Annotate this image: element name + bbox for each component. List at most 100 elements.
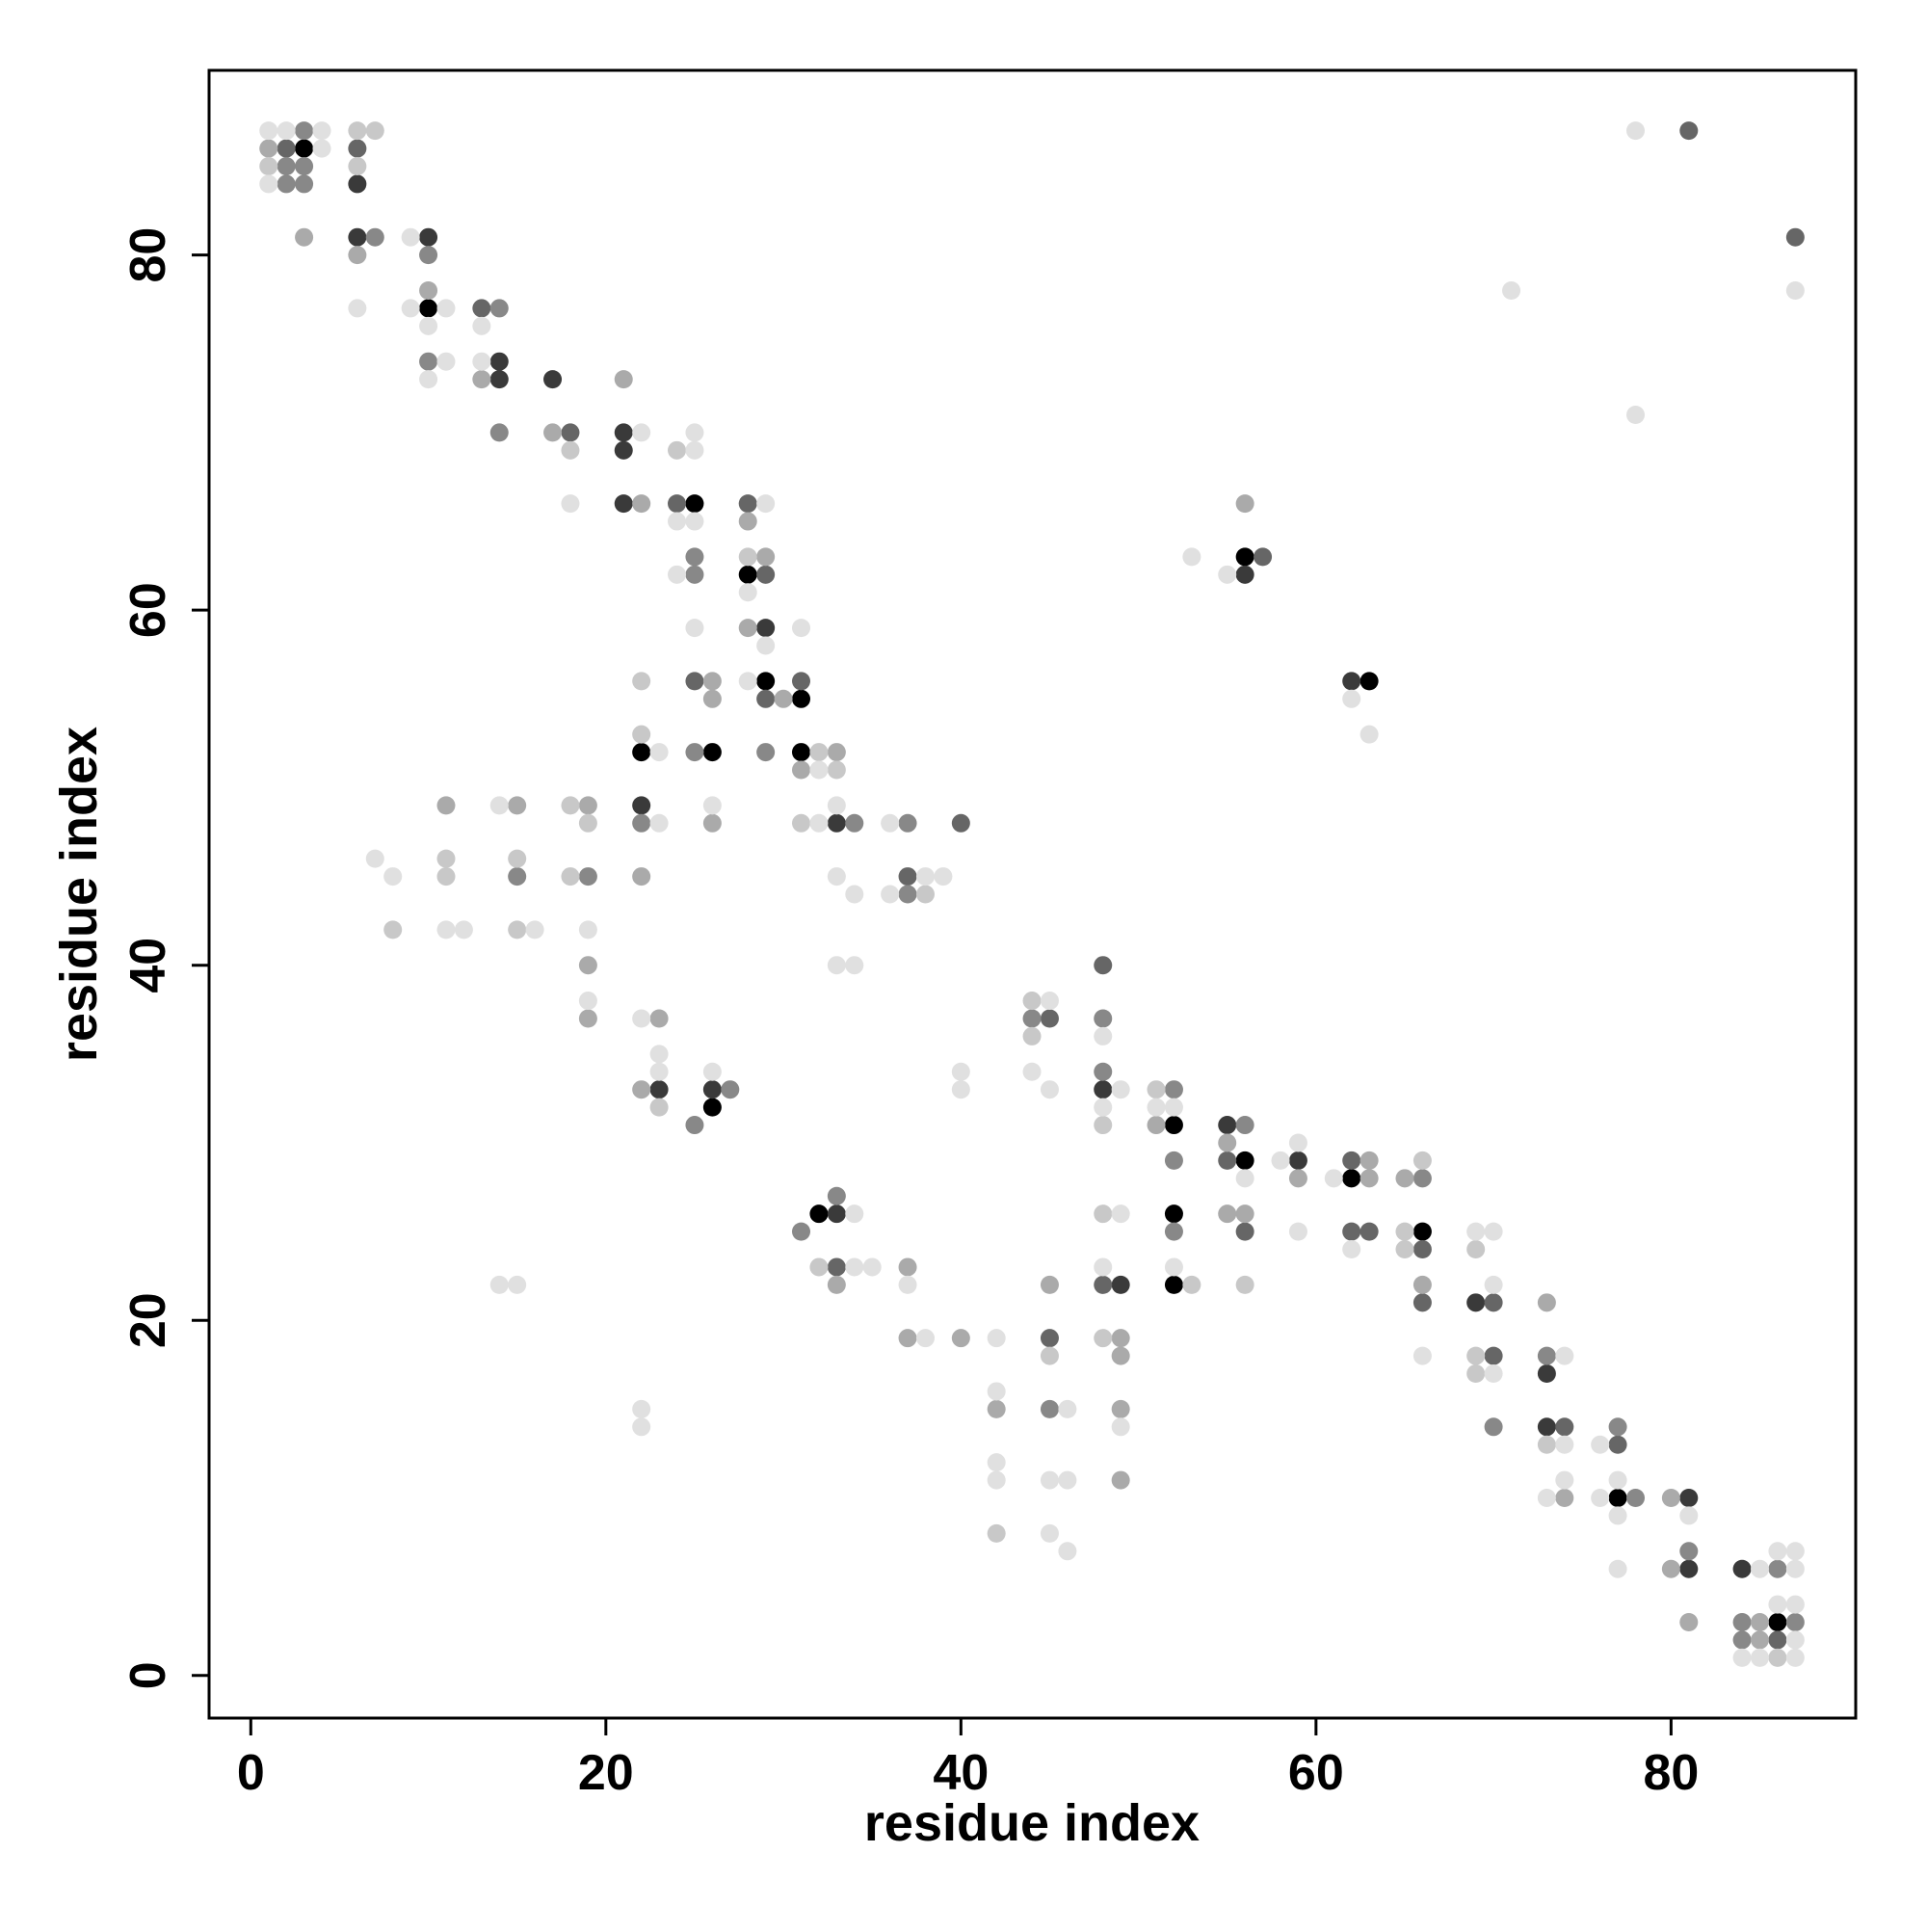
contact-point (898, 1257, 917, 1277)
contact-point (685, 1116, 704, 1135)
contact-point (1288, 1222, 1307, 1241)
contact-point (1022, 992, 1042, 1011)
contact-point (508, 920, 527, 940)
contact-point (738, 512, 757, 531)
contact-point (1164, 1275, 1183, 1294)
contact-point (1412, 1275, 1432, 1294)
contact-point (578, 813, 597, 833)
contact-point (578, 992, 597, 1011)
y-tick-label: 40 (120, 938, 176, 993)
contact-point (1768, 1648, 1787, 1667)
contact-point (1502, 280, 1521, 300)
contact-point (756, 547, 776, 567)
contact-point (1218, 1133, 1237, 1152)
contact-point (792, 760, 811, 780)
contact-point (881, 813, 900, 833)
contact-point (561, 867, 580, 887)
contact-point (1768, 1630, 1787, 1650)
y-axis-title: residue index (50, 727, 108, 1062)
contact-point (792, 689, 811, 708)
contact-point (1466, 1346, 1486, 1365)
contact-point (668, 565, 687, 584)
contact-point (1768, 1595, 1787, 1614)
contact-point (1235, 1222, 1254, 1241)
contact-point (295, 121, 314, 141)
contact-point (702, 796, 722, 815)
contact-point (1111, 1417, 1130, 1437)
contact-point (1359, 1151, 1379, 1170)
contact-point (489, 299, 509, 318)
contact-point (1022, 1026, 1042, 1045)
contact-point (827, 1186, 846, 1205)
contact-point (951, 1080, 970, 1099)
contact-point (898, 813, 917, 833)
contact-point (1555, 1417, 1574, 1437)
contact-point (1094, 1062, 1113, 1081)
x-tick-label: 40 (933, 1745, 989, 1801)
contact-point (1484, 1364, 1503, 1384)
contact-point (1040, 1346, 1059, 1365)
contact-point (845, 1257, 864, 1277)
contact-point (1164, 1098, 1183, 1117)
contact-point (419, 246, 438, 265)
contact-point (1785, 1595, 1805, 1614)
contact-point (951, 1329, 970, 1348)
contact-point (436, 352, 456, 371)
contact-point (454, 920, 473, 940)
contact-point (987, 1382, 1006, 1401)
contact-point (1271, 1151, 1290, 1170)
contact-point (436, 796, 456, 815)
contact-point (348, 174, 367, 194)
contact-point (1466, 1240, 1486, 1259)
contact-point (1751, 1612, 1770, 1631)
contact-point (685, 494, 704, 514)
contact-point (1537, 1364, 1556, 1384)
contact-point (632, 743, 651, 762)
contact-point (792, 672, 811, 691)
contact-point (472, 370, 491, 389)
contact-point (632, 796, 651, 815)
contact-point (1022, 1062, 1042, 1081)
contact-point (915, 867, 935, 887)
contact-point (1732, 1559, 1752, 1578)
contact-point (1164, 1257, 1183, 1277)
contact-point (295, 157, 314, 176)
contact-point (383, 920, 403, 940)
contact-point (1537, 1293, 1556, 1312)
contact-point (738, 619, 757, 638)
contact-point (259, 157, 278, 176)
contact-point (1218, 1151, 1237, 1170)
contact-point (1412, 1222, 1432, 1241)
contact-point (1608, 1435, 1627, 1454)
contact-point (702, 672, 722, 691)
contact-point (1040, 1470, 1059, 1490)
contact-point (1288, 1169, 1307, 1188)
contact-point (1218, 1116, 1237, 1135)
contact-point (614, 370, 633, 389)
contact-point (1412, 1151, 1432, 1170)
contact-point (898, 867, 917, 887)
contact-point (827, 956, 846, 975)
contact-point (1288, 1151, 1307, 1170)
contact-point (1147, 1080, 1166, 1099)
contact-point (348, 157, 367, 176)
contact-point (1785, 1542, 1805, 1561)
contact-point (1164, 1116, 1183, 1135)
contact-point (383, 867, 403, 887)
contact-point (1147, 1098, 1166, 1117)
contact-point (1732, 1630, 1752, 1650)
contact-point (951, 1062, 970, 1081)
contact-point (881, 885, 900, 904)
contact-point (632, 1009, 651, 1028)
contact-point (809, 813, 829, 833)
contact-point (951, 813, 970, 833)
contact-point (702, 813, 722, 833)
contact-point (702, 689, 722, 708)
contact-point (419, 227, 438, 247)
contact-point (1768, 1559, 1787, 1578)
contact-point (436, 849, 456, 868)
contact-point (436, 299, 456, 318)
contact-point (1111, 1329, 1130, 1348)
contact-point (419, 370, 438, 389)
